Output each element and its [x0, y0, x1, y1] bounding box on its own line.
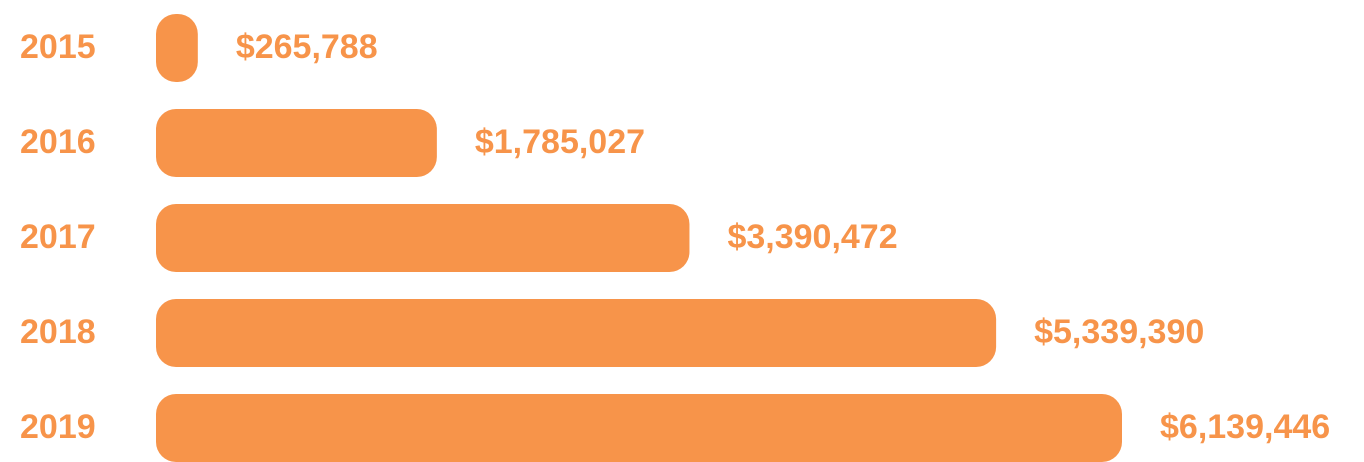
category-label: 2018: [20, 313, 96, 351]
value-label: $3,390,472: [727, 218, 897, 256]
category-label: 2015: [20, 28, 96, 66]
category-label: 2019: [20, 408, 96, 446]
bar: [156, 14, 198, 82]
category-label: 2016: [20, 123, 96, 161]
bar: [156, 204, 690, 272]
value-label: $6,139,446: [1160, 408, 1330, 446]
value-label: $1,785,027: [475, 123, 645, 161]
category-label: 2017: [20, 218, 96, 256]
value-label: $265,788: [236, 28, 378, 66]
bar: [156, 394, 1122, 462]
bar: [156, 299, 997, 367]
bar: [156, 109, 437, 177]
value-label: $5,339,390: [1034, 313, 1204, 351]
